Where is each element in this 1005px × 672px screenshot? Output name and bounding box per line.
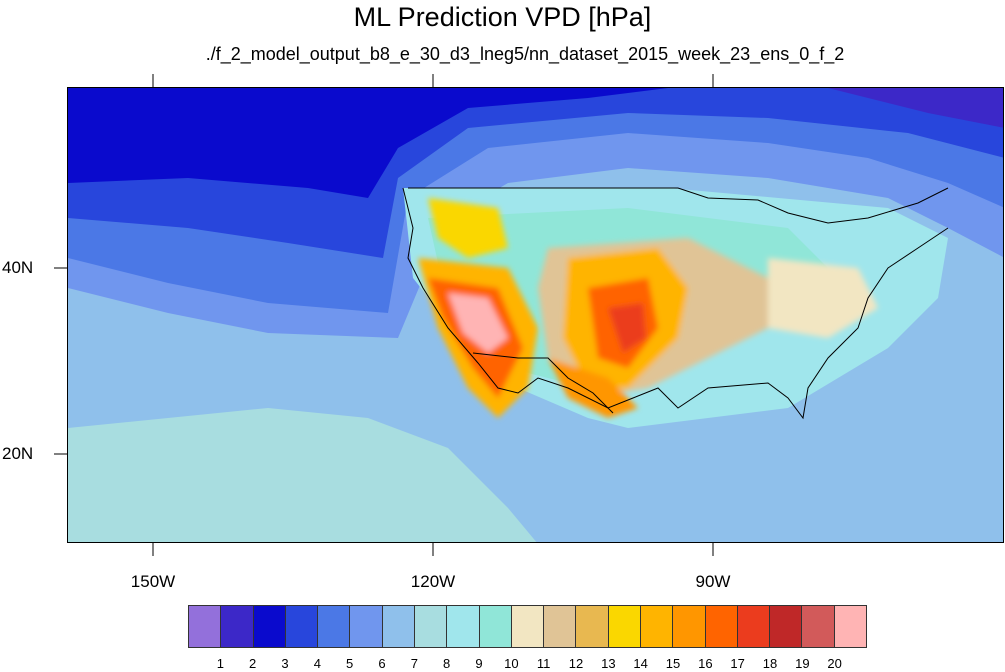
- us-mexico-border: [472, 352, 614, 414]
- colorbar-swatch-16: [705, 606, 738, 647]
- chart-subtitle: ./f_2_model_output_b8_e_30_d3_lneg5/nn_d…: [205, 44, 845, 64]
- us-canada-border: [408, 187, 949, 224]
- colorbar-level-label: 10: [504, 656, 519, 671]
- colorbar-swatch-3: [285, 606, 319, 647]
- colorbar-swatch-8: [447, 606, 480, 647]
- colorbar-swatch-11: [544, 606, 577, 647]
- chart-title: ML Prediction VPD [hPa]: [353, 2, 652, 32]
- colorbar-level-label: 6: [378, 656, 386, 671]
- colorbar: [188, 605, 867, 648]
- colorbar-swatch-17: [737, 606, 771, 647]
- colorbar-swatch-10: [511, 606, 545, 647]
- colorbar-level-label: 3: [281, 656, 289, 671]
- field-northwest: [428, 198, 508, 258]
- colorbar-swatch-5: [350, 606, 383, 647]
- colorbar-swatch-20: [834, 606, 866, 647]
- colorbar-level-label: 20: [827, 656, 842, 671]
- field-north-east: [828, 88, 1003, 128]
- field-plains-core: [608, 303, 646, 353]
- colorbar-swatch-9: [479, 606, 512, 647]
- colorbar-swatch-2: [253, 606, 286, 647]
- colorbar-swatch-6: [382, 606, 415, 647]
- colorbar-level-label: 11: [536, 656, 551, 671]
- colorbar-level-label: 8: [443, 656, 451, 671]
- colorbar-level-label: 18: [762, 656, 778, 671]
- colorbar-level-label: 9: [475, 656, 483, 671]
- colorbar-swatch-7: [414, 606, 448, 647]
- colorbar-swatch-18: [770, 606, 803, 647]
- colorbar-swatch-0: [189, 606, 222, 647]
- colorbar-level-label: 12: [568, 656, 584, 671]
- field-south-ocean: [68, 408, 537, 542]
- colorbar-level-label: 2: [249, 656, 257, 671]
- colorbar-swatch-19: [802, 606, 835, 647]
- lon-label-150w: 150W: [130, 572, 176, 591]
- vpd-map-canvas: [68, 88, 1003, 542]
- colorbar-level-label: 17: [730, 656, 745, 671]
- colorbar-swatch-12: [576, 606, 609, 647]
- colorbar-level-label: 14: [633, 656, 648, 671]
- colorbar-swatch-14: [640, 606, 674, 647]
- colorbar-level-label: 19: [795, 656, 810, 671]
- colorbar-level-label: 16: [698, 656, 713, 671]
- colorbar-level-label: 15: [665, 656, 681, 671]
- colorbar-level-label: 4: [313, 656, 321, 671]
- coastline: [402, 187, 949, 420]
- lon-label-120w: 120W: [410, 572, 456, 591]
- field-east: [768, 258, 878, 338]
- vpd-map: [67, 87, 1004, 543]
- field-southwest-core: [448, 293, 508, 353]
- colorbar-level-label: 13: [601, 656, 616, 671]
- field-north-ocean-4: [68, 88, 668, 198]
- colorbar-level-label: 7: [410, 656, 418, 671]
- lat-label-20n: 20N: [2, 444, 34, 463]
- colorbar-swatch-13: [608, 606, 641, 647]
- lat-label-40n: 40N: [2, 258, 34, 277]
- colorbar-level-label: 1: [216, 656, 224, 671]
- colorbar-swatch-1: [221, 606, 254, 647]
- field-texas: [548, 358, 638, 418]
- colorbar-swatch-4: [318, 606, 351, 647]
- colorbar-level-label: 5: [346, 656, 354, 671]
- lon-label-90w: 90W: [695, 572, 731, 591]
- colorbar-swatch-15: [673, 606, 706, 647]
